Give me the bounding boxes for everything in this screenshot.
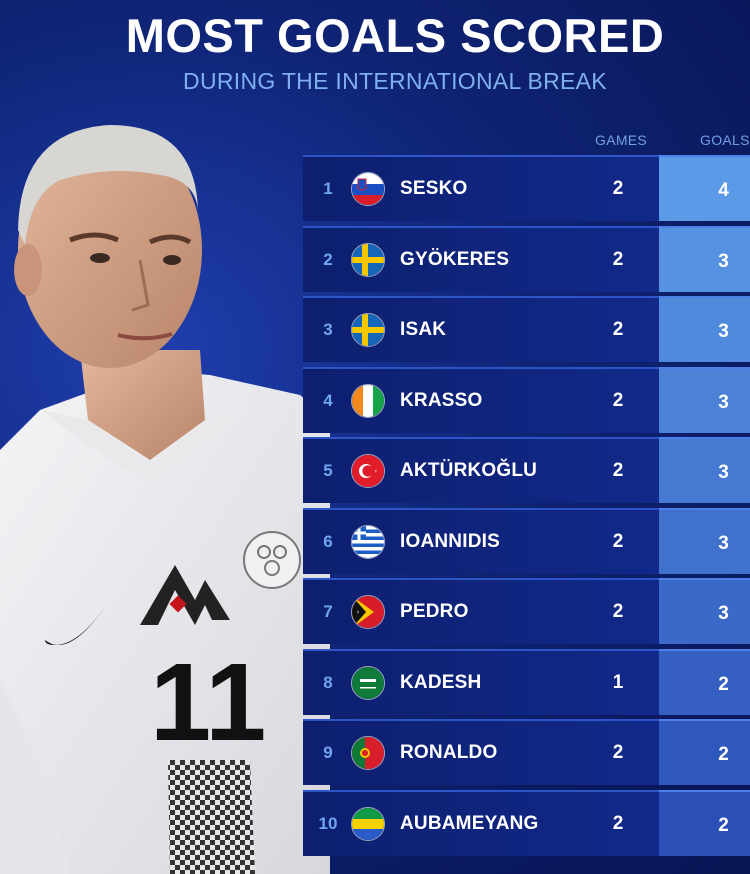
portugal-flag-icon	[351, 736, 385, 770]
games-value: 2	[612, 601, 624, 622]
table-row: 2 9 RONALDO 2	[303, 719, 750, 785]
games-column-header: GAMES	[595, 132, 648, 148]
table-row: 3 5 AKTÜRKOĞLU 2	[303, 437, 750, 503]
goals-value: 2	[718, 814, 729, 836]
sweden-flag-icon	[351, 242, 385, 277]
rank-number: 1	[323, 179, 333, 198]
goals-cell: 2	[659, 789, 750, 856]
goals-value: 2	[718, 673, 729, 695]
table-row: 3 6 IOANNIDIS 2	[303, 507, 750, 574]
rank-number: 9	[323, 743, 333, 762]
goals-value: 3	[718, 391, 729, 413]
goals-cell: 4	[659, 155, 750, 221]
rank-number: 3	[323, 320, 333, 339]
games-value: 2	[612, 812, 624, 834]
goals-value: 2	[718, 744, 729, 765]
leaderboard-table: 4 1 SESKO 2 3 2 GYÖKERES 2 3 3 ISAK 2 3 4 KRASSO 2 3 5 AKT…	[303, 155, 750, 860]
player-name: GYÖKERES	[400, 248, 510, 270]
player-name: IOANNIDIS	[400, 530, 500, 552]
table-row: 3 4 KRASSO 2	[303, 366, 750, 433]
games-value: 2	[612, 389, 624, 411]
goals-cell: 3	[659, 437, 750, 503]
goals-value: 3	[718, 321, 729, 342]
rank-number: 2	[323, 249, 333, 269]
goals-value: 3	[718, 462, 729, 483]
rank-number: 5	[323, 461, 333, 480]
table-row: 3 3 ISAK 2	[303, 296, 750, 362]
greece-flag-icon	[351, 524, 385, 559]
table-row: 3 2 GYÖKERES 2	[303, 225, 750, 292]
player-name: PEDRO	[400, 601, 469, 622]
table-row: 4 1 SESKO 2	[303, 155, 750, 221]
timor-leste-flag-icon	[351, 595, 385, 629]
saudi-arabia-flag-icon	[351, 665, 385, 700]
goals-value: 3	[718, 603, 729, 624]
games-value: 2	[612, 742, 624, 763]
goals-column-header: GOALS	[700, 132, 750, 148]
player-name: AUBAMEYANG	[400, 812, 539, 834]
rank-number: 7	[323, 602, 333, 621]
player-name: KRASSO	[400, 389, 483, 411]
games-value: 1	[612, 671, 624, 693]
sweden-flag-icon	[351, 313, 385, 347]
games-value: 2	[612, 460, 624, 481]
games-value: 2	[612, 319, 624, 340]
table-row: 2 10 AUBAMEYANG 2	[303, 789, 750, 856]
gabon-flag-icon	[351, 806, 385, 841]
page-subtitle: DURING THE INTERNATIONAL BREAK	[183, 68, 607, 94]
player-name: RONALDO	[400, 742, 498, 763]
goals-value: 4	[718, 180, 729, 201]
goals-value: 3	[718, 250, 729, 272]
goals-cell: 3	[659, 507, 750, 574]
goals-cell: 2	[659, 719, 750, 785]
table-row: 2 8 KADESH 1	[303, 648, 750, 715]
slovenia-flag-icon	[351, 172, 385, 206]
goals-cell: 2	[659, 648, 750, 715]
table-row: 3 7 PEDRO 2	[303, 578, 750, 644]
ivory-coast-flag-icon	[351, 383, 385, 418]
rank-number: 4	[323, 390, 333, 410]
rank-number: 10	[318, 813, 338, 833]
goals-cell: 3	[659, 225, 750, 292]
games-value: 2	[612, 530, 624, 552]
player-name: KADESH	[400, 671, 482, 693]
goals-cell: 3	[659, 366, 750, 433]
player-name: AKTÜRKOĞLU	[400, 460, 538, 481]
turkey-flag-icon	[351, 454, 385, 488]
goals-value: 3	[718, 532, 729, 554]
player-name: SESKO	[400, 178, 468, 199]
player-photo: 11	[0, 125, 330, 874]
page-title: MOST GOALS SCORED	[125, 9, 665, 62]
games-value: 2	[612, 248, 624, 270]
player-name: ISAK	[400, 319, 447, 340]
svg-text:11: 11	[150, 641, 266, 764]
rank-number: 6	[323, 531, 333, 551]
rank-number: 8	[323, 672, 333, 692]
goals-cell: 3	[659, 578, 750, 644]
goals-cell: 3	[659, 296, 750, 362]
games-value: 2	[612, 178, 624, 199]
